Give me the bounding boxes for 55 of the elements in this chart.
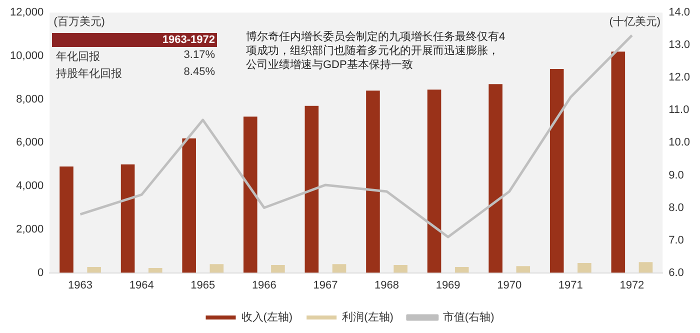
x-tick-label: 1967 — [313, 279, 338, 292]
bar — [366, 90, 380, 273]
y-tick-label: 4,000 — [16, 180, 44, 192]
legend-label: 利润(左轴) — [342, 310, 394, 324]
y-tick-label: 10,000 — [10, 50, 44, 62]
legend-label: 收入(左轴) — [241, 310, 293, 324]
x-tick-label: 1965 — [190, 279, 216, 292]
y2-tick-label: 14.0 — [668, 6, 690, 19]
bar — [611, 52, 626, 273]
x-tick-label: 1964 — [129, 279, 154, 292]
y2-tick-label: 8.0 — [668, 202, 684, 214]
x-tick-label: 1966 — [252, 279, 276, 292]
y2-tick-label: 9.0 — [668, 169, 684, 182]
x-tick-label: 1968 — [374, 279, 400, 292]
bar — [87, 266, 101, 273]
y-tick-label: 0 — [38, 266, 44, 279]
x-tick-label: 1963 — [68, 279, 93, 292]
bar — [516, 266, 530, 273]
table-header: 1963-1972 — [52, 33, 217, 47]
y-tick-label: 6,000 — [16, 136, 44, 149]
bar — [210, 264, 224, 273]
legend-label: 市值(右轴) — [442, 310, 494, 324]
bar — [304, 106, 319, 273]
y-tick-label: 8,000 — [16, 93, 44, 106]
bar — [182, 138, 196, 273]
y-tick-label: 12,000 — [10, 6, 44, 19]
y2-tick-label: 7.0 — [668, 234, 684, 246]
text: 年化回报 3.17% — [56, 49, 215, 63]
y2-tick-label: 12.0 — [668, 72, 690, 84]
x-tick-label: 1970 — [497, 279, 522, 292]
y2-tick-label: 10.0 — [668, 136, 690, 149]
y2-tick-label: 13.0 — [668, 39, 690, 52]
x-tick-label: 1969 — [436, 279, 460, 292]
bar — [148, 268, 162, 273]
bar — [332, 264, 346, 273]
y-tick-label: 2,000 — [16, 223, 44, 236]
bar — [638, 262, 653, 273]
y2-axis-title: (十亿美元) — [609, 15, 661, 28]
bar — [120, 164, 135, 273]
bar — [488, 84, 502, 273]
bar — [427, 90, 442, 273]
y2-tick-label: 6.0 — [668, 266, 684, 279]
y-axis-title: (百万美元) — [54, 15, 105, 28]
bar — [550, 68, 564, 273]
bar — [60, 166, 74, 273]
bar — [394, 264, 408, 273]
text: 持股年化回报 8.45% — [56, 66, 215, 80]
bar — [271, 264, 285, 273]
y2-tick-label: 11.0 — [668, 104, 690, 116]
bar — [578, 263, 592, 273]
x-tick-label: 1971 — [558, 279, 583, 292]
x-tick-label: 1972 — [620, 279, 644, 292]
annotation: 博尔奇任内增长委员会制定的九项增长任务最终仅有4项成功，组织部门也随着多元化的开展而迅速膨胀，公司业绩增速与GDP基本保持一致 — [246, 30, 506, 72]
bar — [243, 116, 258, 273]
bar — [454, 266, 469, 273]
